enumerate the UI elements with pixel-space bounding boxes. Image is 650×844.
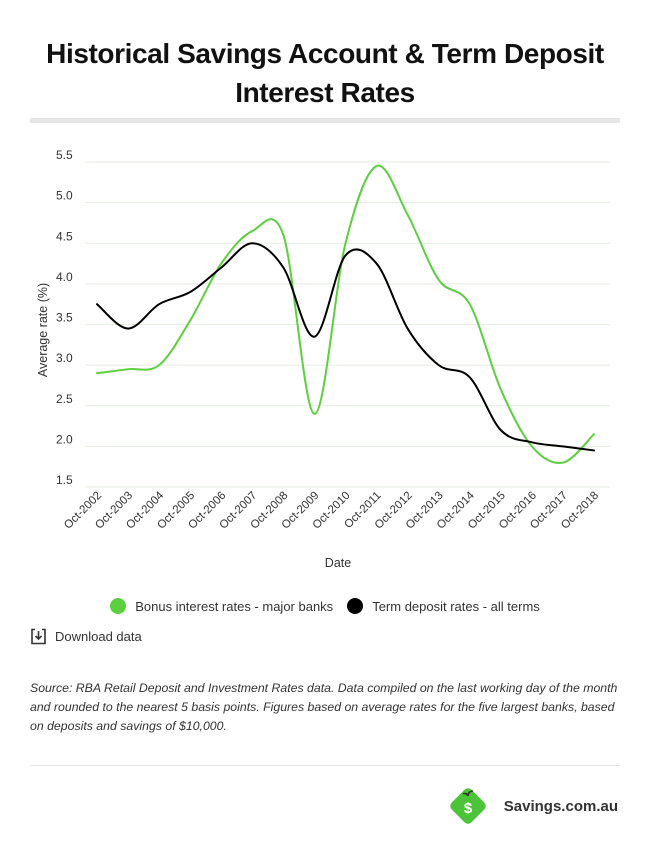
y-tick-label: 2.0: [56, 432, 73, 446]
legend-label-bonus: Bonus interest rates - major banks: [135, 598, 334, 614]
legend-label-term: Term deposit rates - all terms: [372, 598, 540, 614]
y-tick-label: 4.5: [56, 229, 73, 243]
download-icon: [31, 628, 46, 645]
series-line-term[interactable]: [96, 242, 595, 452]
x-axis-label: Date: [325, 556, 351, 570]
grid-layer: [85, 161, 610, 488]
y-tick-label: 4.0: [56, 270, 73, 284]
download-data-button[interactable]: Download data: [30, 628, 142, 645]
source-note: Source: RBA Retail Deposit and Investmen…: [30, 681, 618, 733]
y-tick-label: 5.5: [56, 148, 73, 162]
brand-logo[interactable]: $ Savings.com.au: [446, 784, 618, 828]
y-tick-labels: 5.5 5.0 4.5 4.0 3.5 3.0 2.5 2.0 1.5: [56, 148, 73, 487]
download-label: Download data: [55, 629, 142, 644]
logo-letter: $: [464, 800, 473, 817]
legend-item-term[interactable]: Term deposit rates - all terms: [347, 598, 540, 614]
y-tick-label: 3.0: [56, 351, 73, 365]
footer-divider: [30, 765, 620, 766]
y-tick-label: 2.5: [56, 392, 73, 406]
page-title: Historical Savings Account & Term Deposi…: [46, 38, 604, 108]
x-tick-labels: Oct-2002Oct-2003Oct-2004Oct-2005Oct-2006…: [62, 489, 601, 531]
brand-name: Savings.com.au: [503, 797, 618, 815]
legend-swatch-bonus: [110, 598, 127, 614]
y-tick-label: 1.5: [56, 473, 73, 487]
series-line-bonus[interactable]: [96, 164, 595, 465]
savings-logo-icon: $: [450, 788, 486, 824]
chart-legend: Bonus interest rates - major banks Term …: [0, 598, 650, 614]
line-chart: 5.5 5.0 4.5 4.0 3.5 3.0 2.5 2.0 1.5 Oct-2002Oct-…: [36, 148, 610, 570]
y-axis-label: Average rate (%): [36, 283, 50, 377]
y-tick-label: 3.5: [56, 311, 73, 325]
legend-item-bonus[interactable]: Bonus interest rates - major banks: [110, 598, 333, 614]
title-divider: [30, 118, 620, 123]
legend-swatch-term: [347, 598, 364, 614]
series-layer: [96, 164, 595, 465]
y-tick-label: 5.0: [56, 189, 73, 203]
